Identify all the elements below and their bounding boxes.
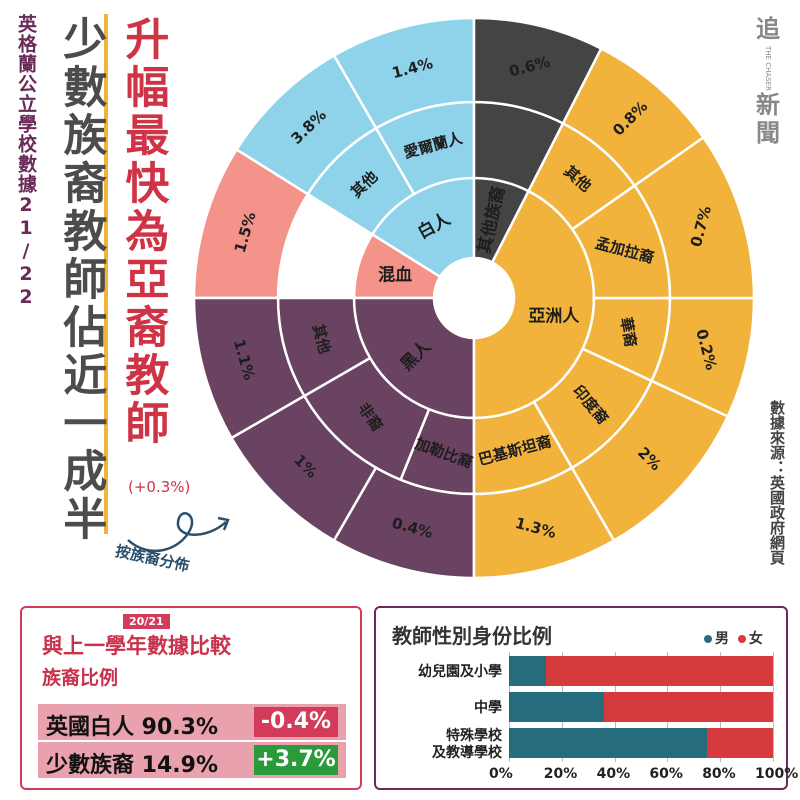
- sunburst-center: [434, 258, 514, 338]
- gender-legend: 男 女: [704, 628, 763, 648]
- gender-bar-male: [509, 728, 707, 758]
- comparison-row-change: -0.4%: [254, 707, 338, 737]
- outer-slice-5: [332, 466, 476, 580]
- legend-female: 女: [748, 631, 763, 647]
- gender-x-tick: 40%: [596, 766, 631, 782]
- gender-x-tick: 0%: [489, 766, 513, 782]
- female-dot-icon: [737, 634, 746, 643]
- outer-slice-8: [649, 296, 756, 418]
- outer-slice-11: [472, 16, 603, 126]
- comparison-year-tag: 20/21: [123, 614, 170, 629]
- logo: 追 THE CHASER 新聞: [746, 15, 790, 148]
- main-title: 少數族裔教師佔近一成半: [55, 16, 107, 544]
- inner-label: 混血: [378, 264, 412, 285]
- gender-category-label: 幼兒園及小學: [418, 664, 502, 680]
- logo-top: 追: [756, 15, 780, 43]
- gender-bar-female: [509, 656, 773, 686]
- gender-category-label: 特殊學校 及教導學校: [432, 728, 502, 761]
- gender-x-tick: 20%: [543, 766, 578, 782]
- gender-chart-title: 教師性別身份比例: [392, 624, 552, 648]
- comparison-panel: [20, 606, 362, 790]
- inner-label: 亞洲人: [528, 306, 580, 326]
- outer-slice-3: [192, 296, 306, 440]
- highlight-change: (+0.3%): [128, 478, 191, 496]
- gender-x-tick: 80%: [702, 766, 736, 782]
- ethnicity-sunburst-chart: 白人混血黑人亞洲人其他族裔愛爾蘭人其他加勒比裔非裔其他巴基斯坦裔印度裔華裔孟加拉…: [192, 16, 756, 580]
- outer-slice-1: [234, 53, 378, 196]
- comparison-row-change: +3.7%: [254, 745, 338, 775]
- gender-panel: [374, 606, 788, 790]
- gender-x-tick: 60%: [649, 766, 683, 782]
- curved-arrow-icon: [127, 512, 230, 553]
- comparison-row-white: 英國白人 90.3% -0.4%: [38, 704, 346, 740]
- outer-slice-6: [472, 466, 616, 580]
- highlight-title: 升幅最快為亞裔教師: [117, 16, 169, 448]
- outer-slice-9: [632, 135, 756, 300]
- outer-slice-2: [192, 147, 310, 300]
- gender-bar-male: [509, 692, 605, 722]
- gender-gridline: [773, 652, 774, 762]
- gender-bar-male: [509, 656, 546, 686]
- outer-slice-4: [229, 394, 378, 543]
- legend-male: 男: [715, 631, 729, 647]
- comparison-row-minority: 少數族裔 14.9% +3.7%: [38, 742, 346, 778]
- logo-bottom: 新聞: [756, 91, 780, 148]
- logo-small: THE CHASER: [764, 45, 772, 91]
- comparison-row-label: 少數族裔 14.9%: [46, 753, 218, 778]
- outer-slice-7: [570, 379, 730, 543]
- side-title: 英格蘭公立學校數據21/22: [15, 14, 37, 309]
- outer-slice-10: [561, 46, 706, 188]
- comparison-subtitle: 族裔比例: [42, 667, 119, 689]
- source-note: 數據來源：英國政府網頁: [768, 400, 786, 565]
- male-dot-icon: [704, 634, 712, 643]
- accent-bar: [104, 14, 108, 534]
- middle-label: 華裔: [617, 316, 640, 349]
- gender-category-label: 中學: [474, 700, 502, 716]
- gender-x-tick: 100%: [755, 766, 799, 782]
- comparison-row-label: 英國白人 90.3%: [46, 715, 218, 740]
- comparison-title: 與上一學年數據比較: [42, 634, 231, 658]
